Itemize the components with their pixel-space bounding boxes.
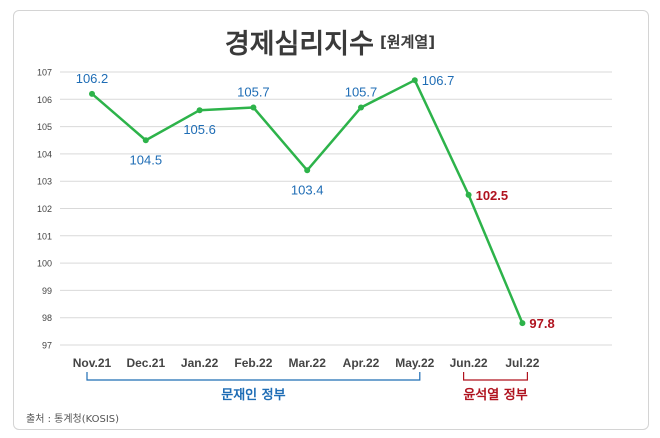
x-tick-label: Apr.22 [343, 356, 380, 370]
period-label: 윤석열 정부 [463, 387, 527, 403]
data-point [89, 90, 95, 97]
x-tick-label: Feb.22 [234, 356, 272, 370]
data-point [196, 107, 203, 114]
x-tick-label: Nov.21 [73, 356, 112, 370]
data-point [304, 167, 311, 174]
y-tick-label: 104 [37, 149, 52, 159]
y-tick-label: 98 [42, 313, 52, 323]
data-label: 104.5 [130, 152, 163, 167]
source-note: 출처 : 통계청(KOSIS) [26, 414, 120, 425]
data-label: 97.8 [529, 316, 554, 331]
y-tick-label: 102 [37, 204, 52, 214]
data-point [250, 104, 257, 111]
x-tick-label: Mar.22 [289, 356, 327, 370]
data-point [411, 77, 418, 84]
y-tick-label: 97 [42, 341, 52, 351]
data-point [519, 320, 526, 327]
data-label: 102.5 [476, 188, 509, 203]
chart-frame [13, 10, 649, 430]
chart-title-sub: [원계열] [379, 33, 436, 51]
y-tick-label: 107 [37, 68, 52, 78]
x-tick-label: May.22 [395, 356, 434, 370]
data-label: 103.4 [291, 182, 324, 197]
y-tick-label: 106 [37, 95, 52, 105]
x-tick-label: Jul.22 [505, 356, 539, 370]
y-tick-label: 101 [37, 231, 52, 241]
data-label: 105.7 [345, 84, 378, 99]
series-line [91, 78, 524, 324]
period-bracket [86, 372, 421, 381]
x-tick-label: Jun.22 [450, 356, 488, 370]
period-bracket [463, 372, 528, 381]
data-point [465, 191, 472, 198]
chart-title: 경제심리지수 [원계열] [0, 22, 660, 61]
x-tick-label: Dec.21 [126, 356, 165, 370]
data-label: 105.6 [183, 122, 216, 137]
y-tick-label: 103 [37, 177, 52, 187]
chart-title-main: 경제심리지수 [224, 29, 374, 60]
period-label: 문재인 정부 [221, 387, 285, 403]
data-label: 105.7 [237, 84, 270, 99]
y-tick-label: 100 [37, 259, 52, 269]
data-label: 106.2 [76, 71, 109, 86]
y-tick-label: 99 [42, 286, 52, 296]
data-label: 106.7 [422, 73, 455, 88]
data-point [358, 104, 364, 111]
x-tick-label: Jan.22 [181, 356, 219, 370]
y-tick-label: 105 [37, 122, 52, 132]
data-point [142, 137, 149, 144]
